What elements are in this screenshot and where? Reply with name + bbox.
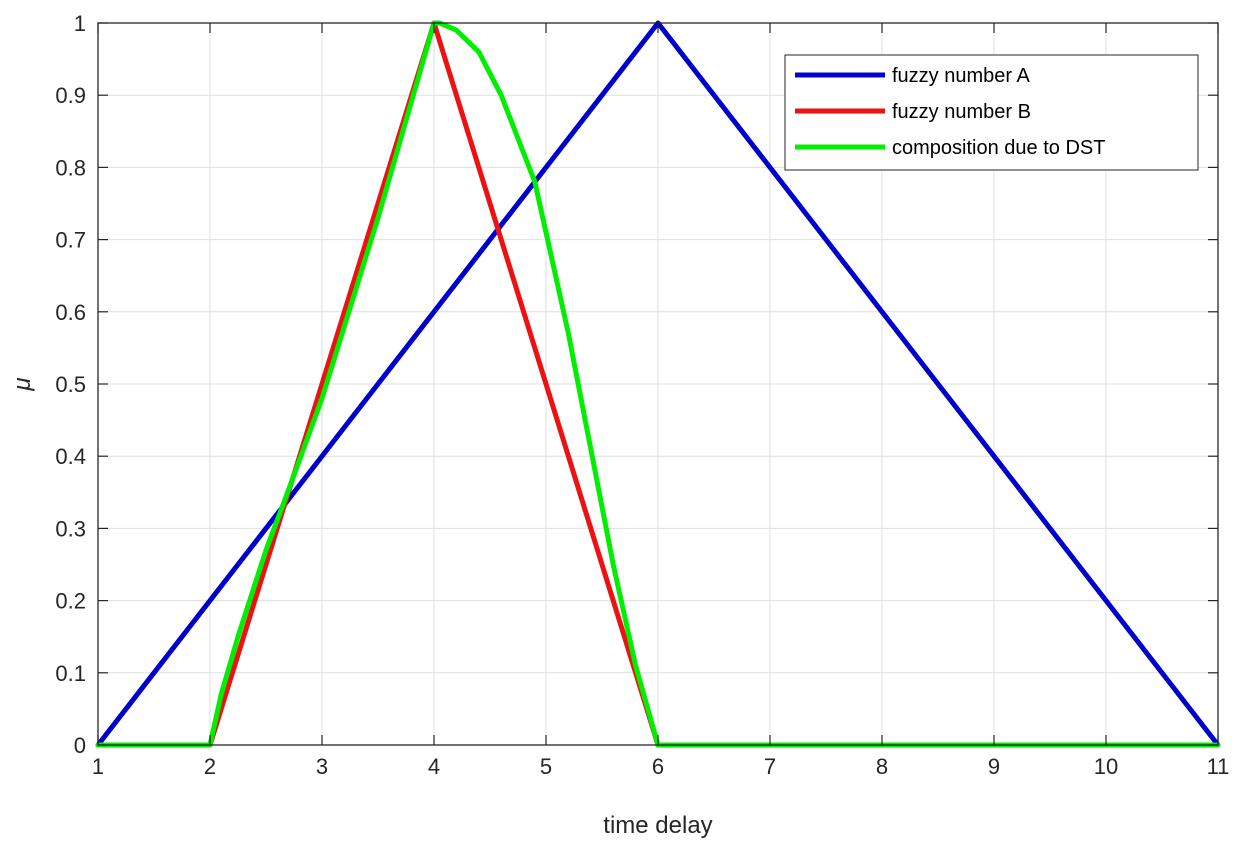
y-tick-label: 0.6 xyxy=(55,300,86,325)
x-tick-label: 11 xyxy=(1207,754,1230,779)
x-tick-label: 9 xyxy=(988,754,1000,779)
x-axis-label: time delay xyxy=(603,812,712,839)
y-axis-label: μ xyxy=(9,377,36,391)
y-tick-label: 0.3 xyxy=(55,516,86,541)
x-tick-label: 5 xyxy=(540,754,552,779)
series-line-composition xyxy=(95,20,1221,748)
x-tick-label: 2 xyxy=(204,754,216,779)
y-tick-label: 0.9 xyxy=(55,83,86,108)
legend: fuzzy number A fuzzy number B compositio… xyxy=(784,54,1199,171)
y-tick-label: 0.5 xyxy=(55,372,86,397)
legend-entry-fuzzy-number-b: fuzzy number B xyxy=(892,101,1031,123)
x-tick-label: 3 xyxy=(316,754,328,779)
x-tick-label: 6 xyxy=(652,754,664,779)
legend-entry-fuzzy-number-a: fuzzy number A xyxy=(892,65,1031,87)
x-tick-label: 7 xyxy=(764,754,776,779)
x-tick-label: 8 xyxy=(876,754,888,779)
y-tick-label: 0.1 xyxy=(55,661,86,686)
x-tick-label: 4 xyxy=(428,754,440,779)
y-tick-label: 0 xyxy=(74,733,86,758)
y-tick-label: 0.8 xyxy=(55,155,86,180)
axis-ticks: 1 2 3 4 5 6 7 8 9 10 11 0 0.1 0.2 0.3 0.4 0.5 0.6 0.7 0.8 0.… xyxy=(55,11,1229,779)
x-tick-label: 1 xyxy=(92,754,104,779)
legend-entry-composition: composition due to DST xyxy=(892,137,1105,159)
y-tick-label: 1 xyxy=(74,11,86,36)
y-tick-label: 0.7 xyxy=(55,228,86,253)
y-tick-label: 0.2 xyxy=(55,589,86,614)
y-tick-label: 0.4 xyxy=(55,444,86,469)
x-tick-label: 10 xyxy=(1094,754,1118,779)
